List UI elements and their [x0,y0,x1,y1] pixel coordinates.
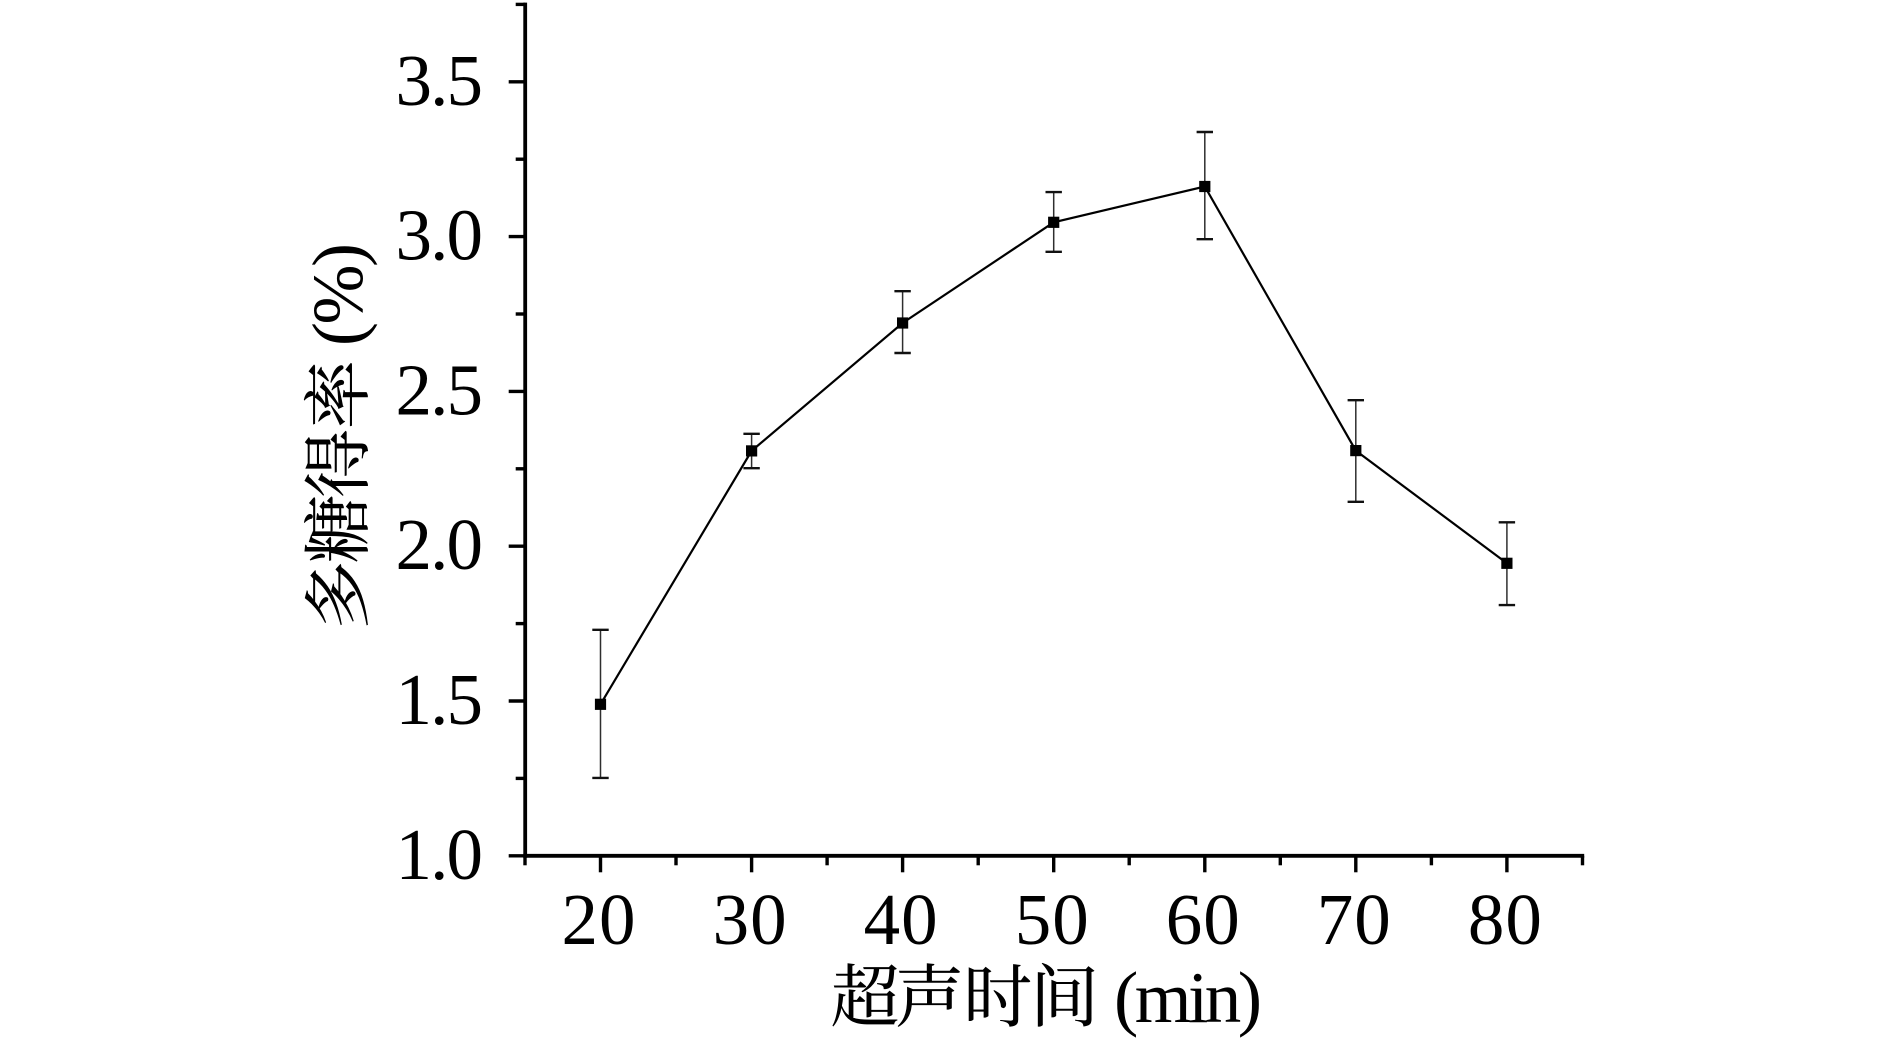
svg-text:60: 60 [1166,879,1240,960]
svg-text:(%): (%) [298,243,378,346]
svg-text:1.0: 1.0 [396,814,484,895]
svg-text:20: 20 [562,879,636,960]
svg-text:80: 80 [1468,879,1542,960]
svg-text:40: 40 [864,879,938,960]
svg-text:50: 50 [1015,879,1089,960]
svg-text:30: 30 [713,879,787,960]
svg-text:2.0: 2.0 [396,504,484,585]
svg-text:3.0: 3.0 [396,195,484,276]
svg-text:2.5: 2.5 [396,349,484,430]
svg-text:70: 70 [1317,879,1391,960]
svg-text:3.5: 3.5 [396,40,484,121]
svg-text:1.5: 1.5 [396,659,484,740]
svg-text:(min): (min) [1114,957,1262,1038]
